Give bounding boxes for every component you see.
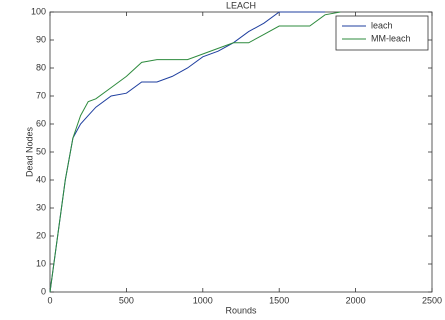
y-tick-label: 90 [36,34,46,44]
chart-title: LEACH [226,0,256,10]
x-tick-label: 1000 [193,295,213,305]
x-tick-label: 2000 [346,295,366,305]
x-tick-label: 1500 [269,295,289,305]
y-tick-label: 20 [36,230,46,240]
series-line [49,11,341,293]
y-axis-label: Dead Nodes [24,126,34,177]
series-line [49,11,326,293]
y-tick-label: 50 [36,146,46,156]
x-tick-label: 500 [119,295,134,305]
legend-box [335,15,429,51]
y-tick-label: 10 [36,258,46,268]
y-tick-label: 80 [36,62,46,72]
legend-label: leach [371,20,393,30]
y-tick-label: 40 [36,174,46,184]
x-tick-label: 0 [47,295,52,305]
y-tick-label: 70 [36,90,46,100]
y-tick-label: 0 [41,286,46,296]
x-axis-label: Rounds [225,305,257,315]
y-tick-label: 60 [36,118,46,128]
y-tick-label: 100 [31,6,46,16]
y-tick-label: 30 [36,202,46,212]
x-tick-label: 2500 [422,295,442,305]
legend-label: MM-leach [371,33,411,43]
